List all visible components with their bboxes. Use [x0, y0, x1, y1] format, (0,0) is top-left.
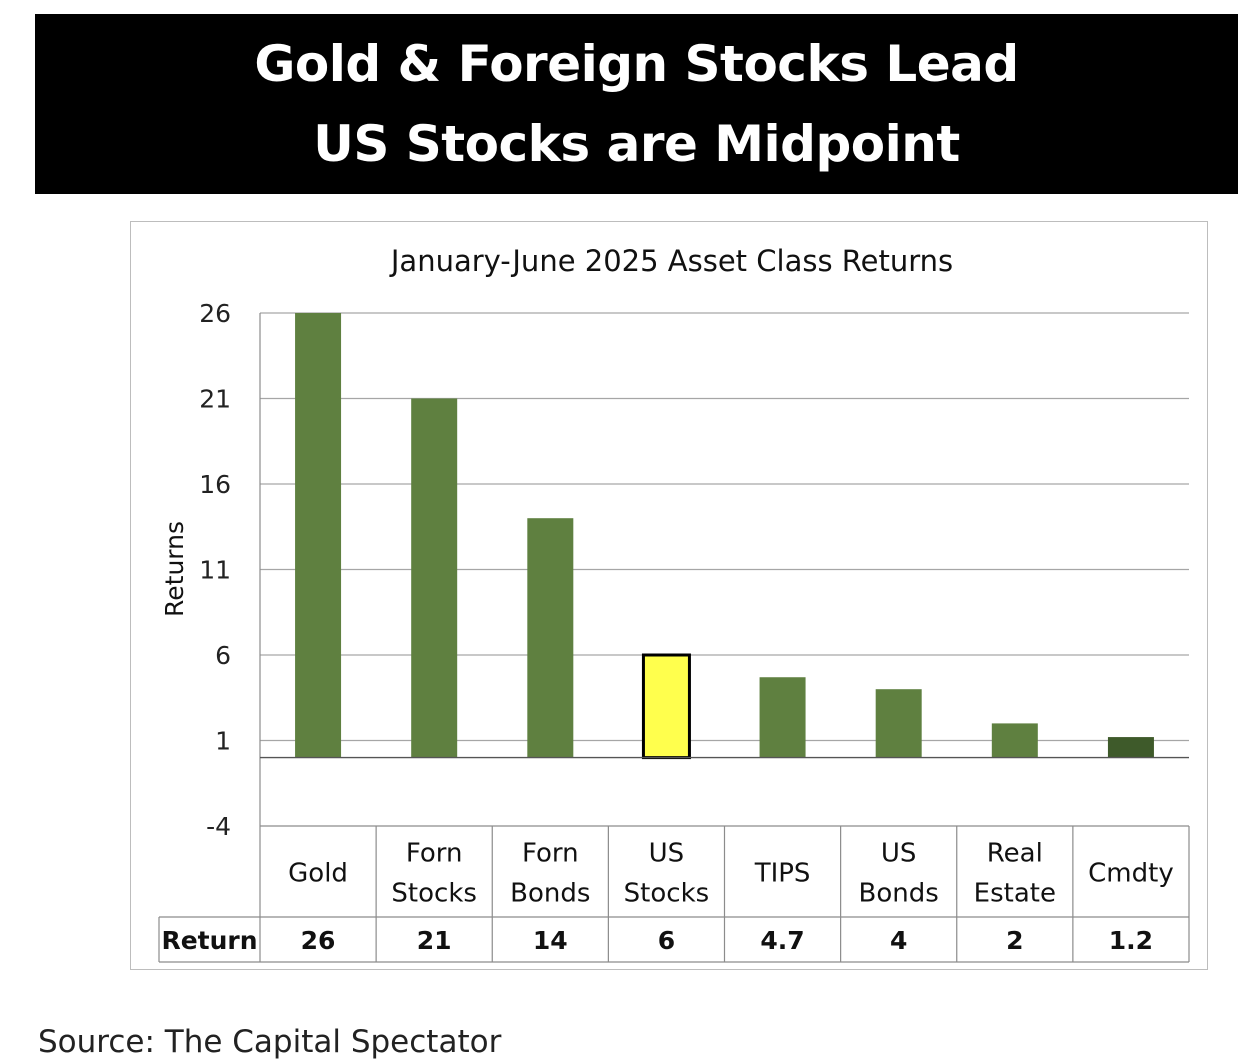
bar [875, 689, 922, 758]
bar [759, 677, 806, 758]
banner-line-1: Gold & Foreign Stocks Lead [254, 35, 1019, 93]
category-label: Real [987, 839, 1043, 869]
bar [1107, 737, 1154, 758]
category-label: TIPS [754, 859, 811, 889]
chart-title: January-June 2025 Asset Class Returns [389, 244, 953, 278]
category-label: Cmdty [1088, 859, 1174, 889]
bar [295, 313, 342, 758]
table-value-cell: 4 [890, 926, 907, 955]
y-tick-label: 11 [199, 556, 231, 585]
category-label: Forn [406, 839, 463, 869]
category-label: Stocks [624, 879, 710, 909]
table-value-cell: 21 [417, 926, 452, 955]
y-tick-label: 6 [215, 641, 231, 670]
y-tick-label: -4 [206, 812, 231, 841]
y-tick-label: 16 [199, 470, 231, 499]
source-note: Source: The Capital Spectator [38, 1024, 502, 1060]
category-label: US [649, 839, 685, 869]
y-axis-label: Returns [160, 521, 189, 617]
table-value-cell: 1.2 [1109, 926, 1153, 955]
bar [527, 518, 574, 758]
y-tick-label: 21 [199, 385, 231, 414]
category-label: Estate [974, 879, 1056, 909]
bar [411, 398, 458, 758]
bar [991, 723, 1038, 758]
banner-line-2: US Stocks are Midpoint [313, 115, 960, 173]
category-label: Forn [522, 839, 579, 869]
table-value-cell: 4.7 [760, 926, 804, 955]
category-label: Bonds [859, 879, 939, 909]
category-label: Stocks [391, 879, 477, 909]
table-value-cell: 2 [1006, 926, 1023, 955]
category-label: Bonds [510, 879, 590, 909]
y-tick-label: 26 [199, 299, 231, 328]
category-label: US [881, 839, 917, 869]
table-value-cell: 6 [658, 926, 675, 955]
y-tick-label: 1 [215, 727, 231, 756]
table-value-cell: 26 [301, 926, 336, 955]
title-banner: Gold & Foreign Stocks Lead US Stocks are… [35, 14, 1238, 194]
table-value-cell: 14 [533, 926, 568, 955]
category-label: Gold [288, 859, 348, 889]
chart-frame [130, 221, 1208, 970]
table-row-label: Return [161, 926, 257, 955]
bar-highlighted [641, 653, 691, 760]
